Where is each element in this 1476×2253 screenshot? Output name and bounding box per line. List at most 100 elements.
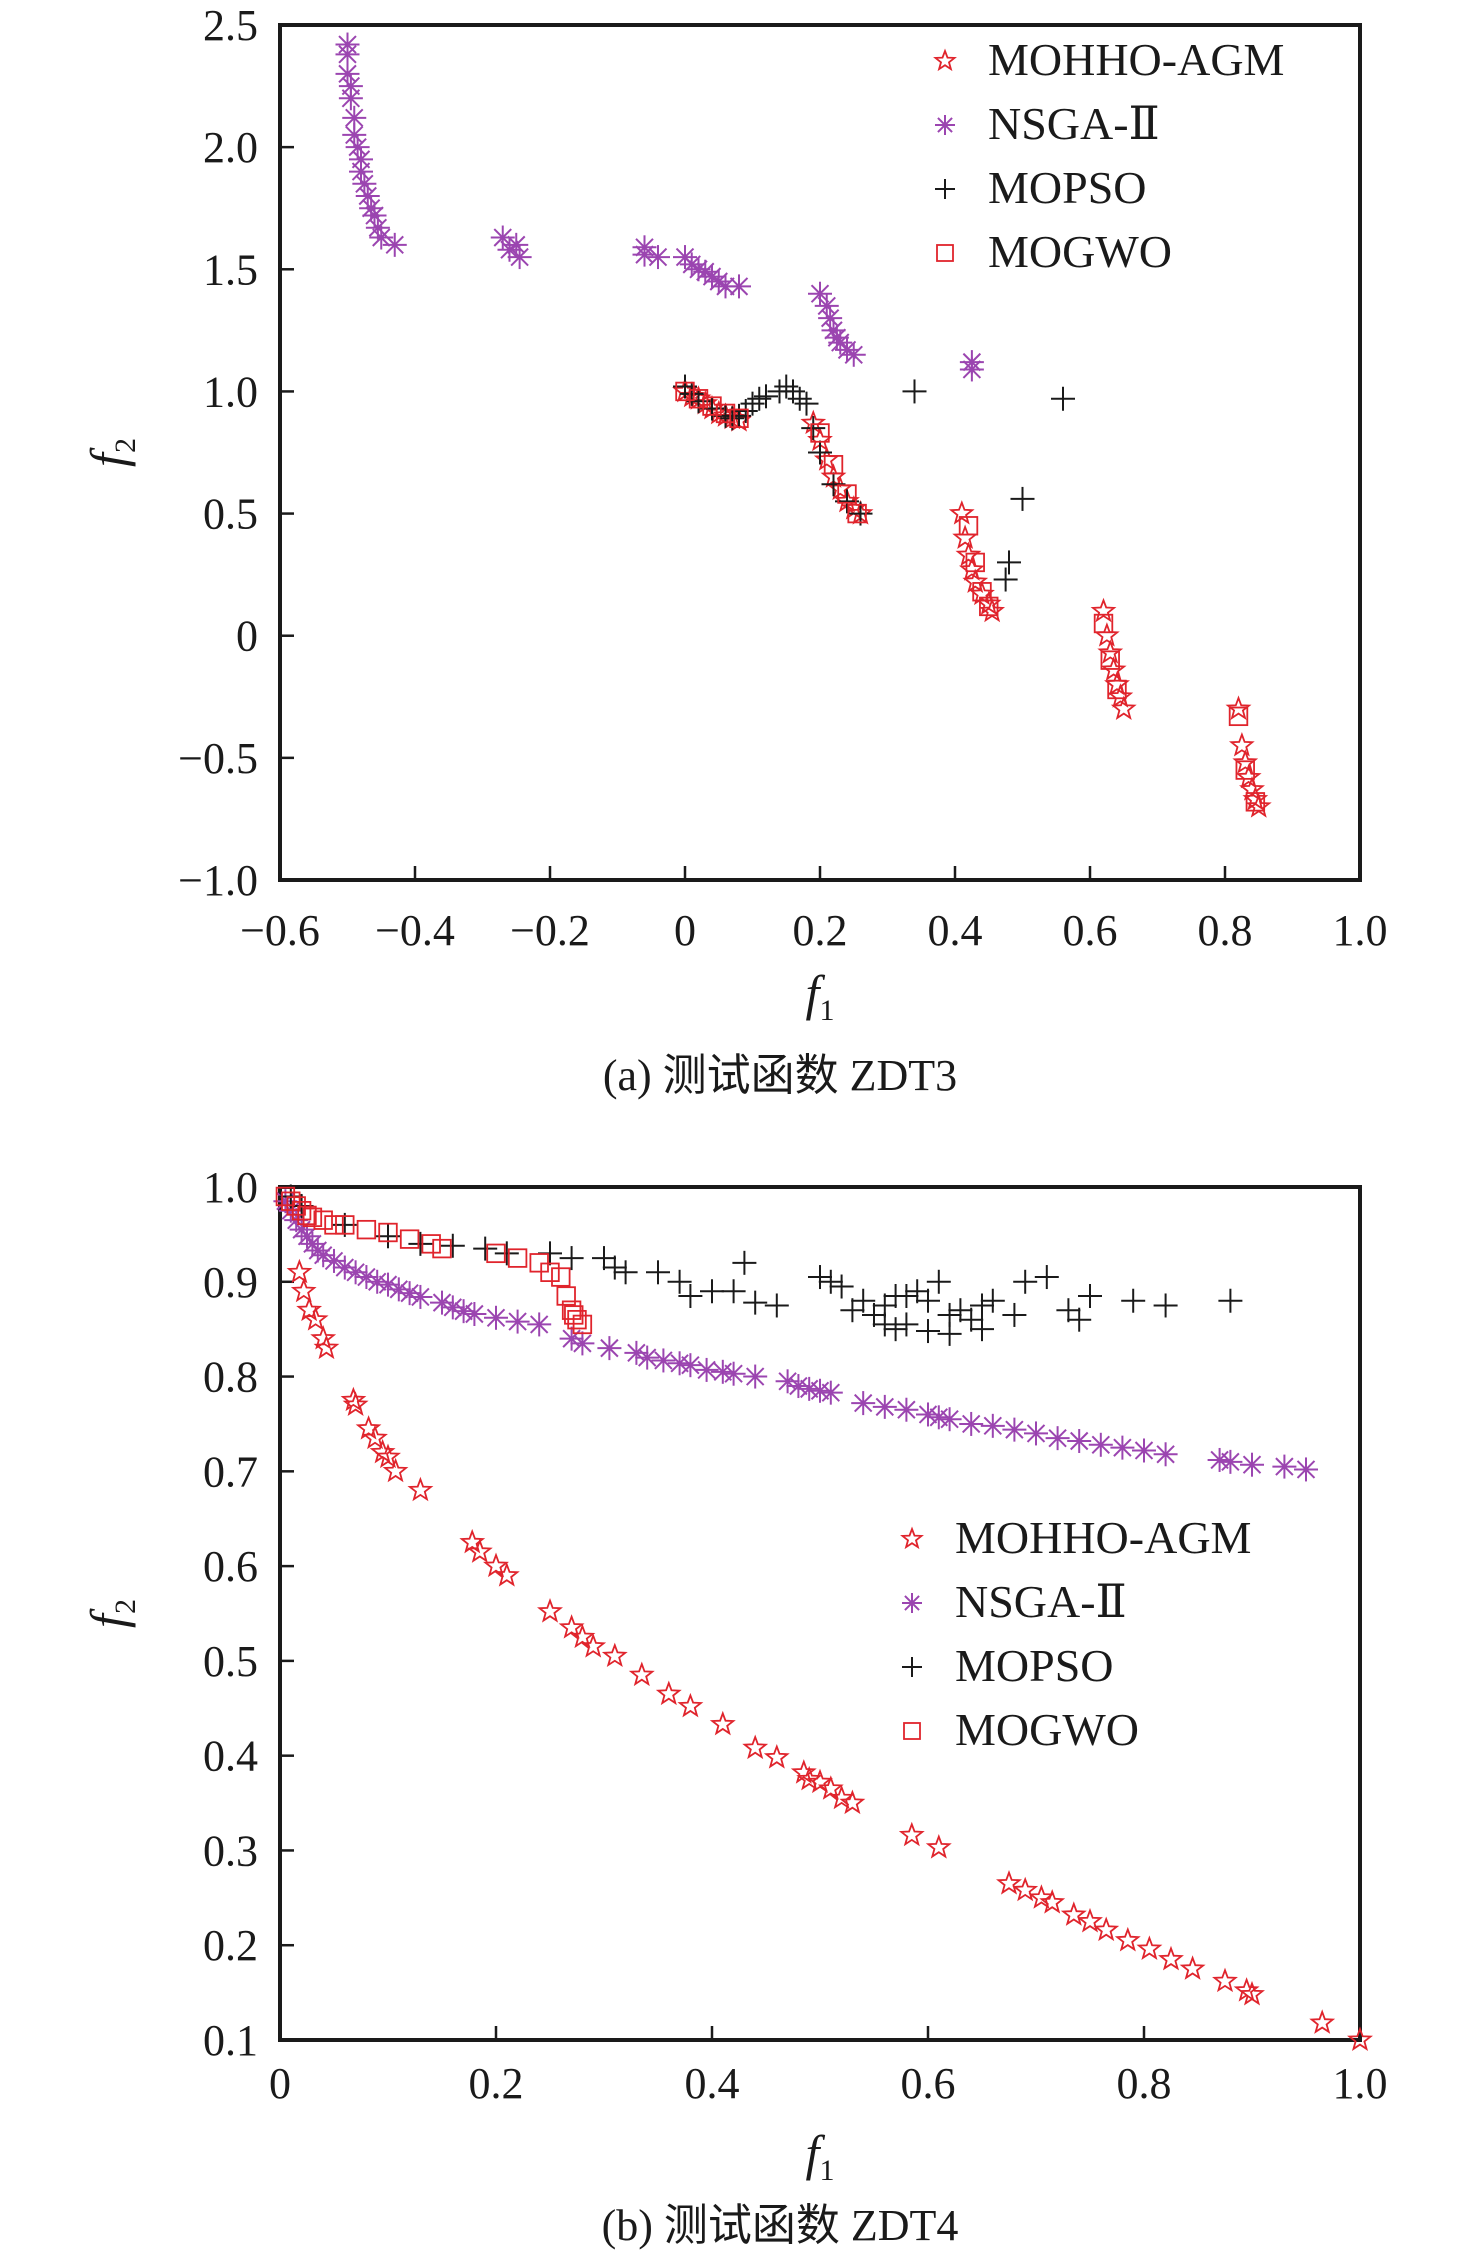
data-point: [678, 1353, 703, 1378]
data-point: [378, 1222, 398, 1243]
data-point: [1012, 1876, 1039, 1902]
legend: MOHHO-AGM NSGA-Ⅱ MOPSO MOGWO: [933, 34, 1284, 277]
x-tick-label: −0.4: [375, 906, 455, 955]
data-point: [473, 1236, 498, 1261]
data-point: [962, 568, 989, 594]
data-point: [862, 1302, 886, 1327]
data-point: [747, 386, 772, 411]
x-axis-label: f1: [806, 2125, 835, 2187]
legend-item: MOGWO: [903, 1704, 1139, 1755]
data-point: [1034, 1265, 1059, 1290]
y-tick-label: 0.6: [203, 1542, 258, 1591]
data-point: [505, 1309, 530, 1334]
data-point: [1245, 792, 1266, 812]
data-point: [1239, 776, 1265, 801]
data-point: [1097, 639, 1124, 664]
legend-label: MOPSO: [955, 1640, 1114, 1691]
data-point: [601, 1642, 628, 1668]
data-point: [948, 1298, 973, 1323]
data-point: [407, 1476, 434, 1502]
data-point: [297, 1205, 317, 1226]
legend-item: MOHHO-AGM: [933, 34, 1284, 85]
data-point: [810, 423, 830, 443]
data-point: [796, 1765, 823, 1791]
x-tick-label: 1.0: [1333, 2059, 1388, 2108]
data-point: [628, 1661, 655, 1687]
data-point: [1100, 656, 1127, 681]
data-point: [1228, 706, 1249, 727]
data-point: [1153, 1293, 1178, 1318]
legend-item: MOPSO: [902, 1640, 1114, 1691]
data-point: [742, 1734, 769, 1760]
data-point: [781, 379, 805, 404]
data-point: [359, 196, 384, 221]
data-point: [399, 1229, 420, 1249]
data-point: [635, 1345, 660, 1370]
legend-marker-star-icon: [900, 1526, 924, 1550]
data-point: [1002, 1302, 1027, 1327]
data-point: [835, 337, 859, 362]
data-point: [821, 318, 846, 343]
data-point: [821, 472, 846, 497]
data-point: [570, 1331, 595, 1356]
data-point: [667, 1269, 692, 1294]
y-tick-label: 2.0: [203, 123, 258, 172]
data-point: [952, 524, 979, 549]
legend-label: MOHHO-AGM: [988, 34, 1284, 85]
data-point: [646, 245, 670, 270]
data-point: [916, 1319, 940, 1344]
data-point: [335, 1215, 355, 1235]
data-point: [1002, 1417, 1027, 1442]
data-point: [1090, 597, 1117, 623]
data-point: [369, 225, 394, 250]
series-asterisk: [273, 1189, 1318, 1482]
data-point: [1013, 1269, 1038, 1294]
data-point: [808, 440, 832, 465]
data-point: [1212, 1967, 1238, 1993]
data-point: [732, 1250, 757, 1275]
data-point: [818, 1269, 843, 1294]
data-point: [408, 1284, 433, 1309]
data-point: [743, 1290, 768, 1315]
data-point: [313, 1334, 340, 1360]
data-point: [829, 1274, 854, 1299]
legend-label: NSGA-Ⅱ: [988, 98, 1160, 149]
data-point: [302, 1207, 323, 1228]
x-tick-label: 0.4: [685, 2059, 740, 2108]
data-point: [459, 1528, 486, 1554]
data-point: [702, 396, 722, 416]
data-point: [743, 1364, 768, 1389]
data-point: [365, 215, 390, 240]
data-point: [700, 264, 724, 289]
y-tick-label: 0.5: [203, 1637, 258, 1686]
data-point: [324, 1215, 344, 1235]
series-star: [672, 377, 1272, 818]
data-point: [580, 1633, 607, 1658]
data-point: [1107, 679, 1127, 700]
data-point: [462, 1302, 487, 1327]
data-point: [382, 232, 407, 257]
data-point: [537, 1598, 563, 1623]
data-point: [677, 1692, 704, 1718]
data-point: [688, 389, 709, 409]
data-point: [980, 1413, 1005, 1438]
y-tick-label: 1.5: [203, 245, 258, 294]
data-point: [694, 1357, 719, 1382]
data-point: [1153, 1442, 1178, 1467]
data-point: [646, 1260, 670, 1285]
legend-item: NSGA-Ⅱ: [902, 1576, 1127, 1627]
x-tick-label: 0.8: [1117, 2059, 1172, 2108]
data-point: [1067, 1429, 1092, 1454]
data-point: [1078, 1283, 1102, 1308]
x-tick-label: 0: [674, 906, 696, 955]
data-point: [313, 1210, 333, 1230]
data-point: [507, 245, 532, 270]
legend-marker-plus-icon: [902, 1657, 922, 1677]
data-point: [993, 567, 1018, 592]
data-point: [959, 1411, 984, 1436]
data-point: [1107, 683, 1134, 708]
data-point: [296, 1296, 323, 1322]
y-tick-label: 0.2: [203, 1921, 258, 1970]
data-point: [678, 1283, 703, 1308]
